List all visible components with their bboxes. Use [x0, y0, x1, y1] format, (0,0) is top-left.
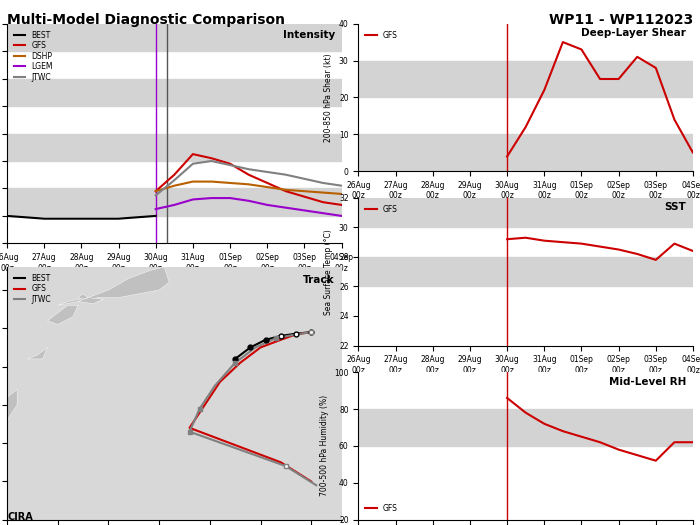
Bar: [7, 79, 342, 106]
Polygon shape: [78, 298, 104, 304]
Polygon shape: [2, 390, 17, 420]
Polygon shape: [57, 267, 169, 306]
Legend: BEST, GFS, DSHP, LGEM, JTWC: BEST, GFS, DSHP, LGEM, JTWC: [10, 27, 56, 85]
Text: Multi-Model Diagnostic Comparison: Multi-Model Diagnostic Comparison: [7, 13, 285, 27]
Text: Intensity: Intensity: [283, 30, 335, 40]
Bar: [358, 134, 693, 171]
Polygon shape: [78, 294, 88, 299]
Polygon shape: [48, 306, 78, 324]
Legend: GFS: GFS: [362, 27, 400, 43]
Legend: GFS: GFS: [362, 202, 400, 217]
Text: SST: SST: [664, 202, 686, 212]
Bar: [7, 133, 342, 161]
Text: Mid-Level RH: Mid-Level RH: [609, 376, 686, 386]
Bar: [358, 60, 693, 98]
Text: WP11 - WP112023: WP11 - WP112023: [549, 13, 693, 27]
Text: Track: Track: [303, 275, 335, 285]
Bar: [7, 188, 342, 216]
Bar: [358, 198, 693, 227]
Y-axis label: 700-500 hPa Humidity (%): 700-500 hPa Humidity (%): [320, 395, 328, 497]
Y-axis label: 200-850 hPa Shear (kt): 200-850 hPa Shear (kt): [324, 53, 333, 142]
Bar: [358, 409, 693, 446]
Text: Deep-Layer Shear: Deep-Layer Shear: [582, 28, 686, 38]
Bar: [7, 24, 342, 51]
Legend: BEST, GFS, JTWC: BEST, GFS, JTWC: [10, 271, 54, 307]
Legend: GFS: GFS: [362, 501, 400, 516]
Text: CIRA: CIRA: [7, 512, 33, 522]
Y-axis label: Sea Surface Temp (°C): Sea Surface Temp (°C): [324, 229, 333, 314]
Polygon shape: [27, 348, 48, 359]
Bar: [358, 257, 693, 287]
